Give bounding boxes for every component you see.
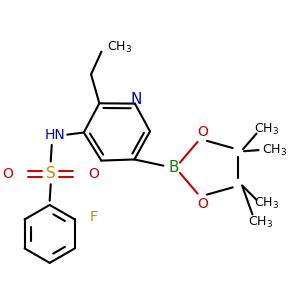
Text: S: S — [46, 167, 56, 182]
Text: N: N — [130, 92, 142, 107]
Text: O: O — [197, 124, 208, 139]
Text: CH$_3$: CH$_3$ — [262, 142, 287, 158]
Text: F: F — [89, 210, 98, 224]
Text: HN: HN — [44, 128, 65, 142]
Text: O: O — [89, 167, 100, 181]
Text: CH$_3$: CH$_3$ — [248, 215, 273, 230]
Text: O: O — [2, 167, 13, 181]
Text: B: B — [169, 160, 179, 175]
Text: CH$_3$: CH$_3$ — [254, 122, 279, 137]
Text: O: O — [197, 197, 208, 211]
Text: CH$_3$: CH$_3$ — [254, 196, 279, 211]
Text: CH$_3$: CH$_3$ — [107, 40, 133, 55]
